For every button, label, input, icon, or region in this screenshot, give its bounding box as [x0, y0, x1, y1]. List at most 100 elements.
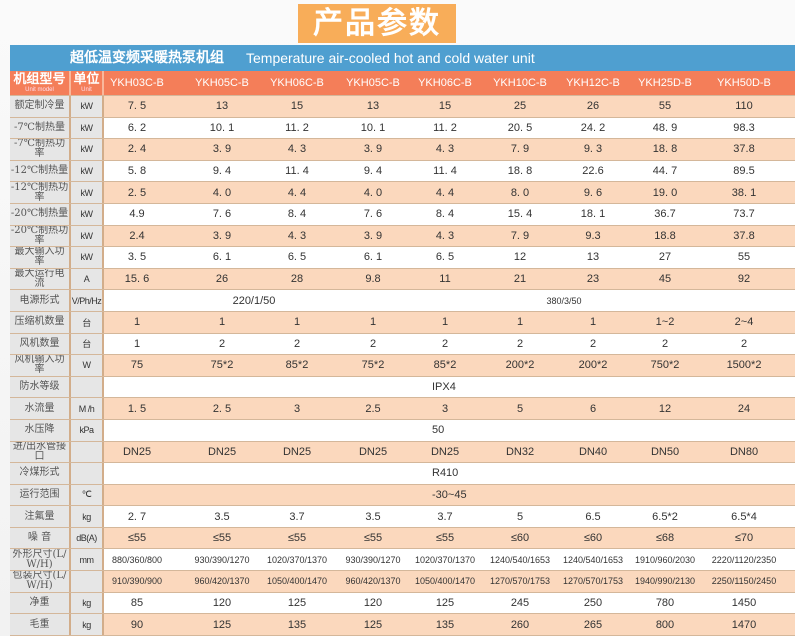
value-cell: 15. 4	[507, 208, 533, 221]
model-column-header: YKH06C-B	[270, 77, 324, 89]
value-cell: 2	[441, 337, 449, 350]
value-cell: 5	[516, 402, 524, 415]
value-cell: DN25	[207, 445, 237, 458]
value-cell: 1020/370/1370	[266, 554, 328, 565]
value-cell: 1500*2	[726, 359, 762, 372]
value-cell-span: IPX4	[432, 381, 456, 394]
value-cell: 6	[589, 402, 597, 415]
model-column-header: YKH10C-B	[493, 77, 547, 89]
row-data: 85 120 125 120 125 245 250 780 1450	[104, 592, 795, 614]
row-label: 水压降	[10, 419, 71, 441]
value-cell: 120	[363, 596, 383, 609]
value-cell: 18. 8	[507, 165, 533, 178]
value-cell: 9. 3	[583, 143, 603, 156]
value-cell: 125	[212, 618, 232, 631]
value-cell: 98.3	[733, 121, 755, 134]
table-row: -20℃制热量 kW 4.9 7. 6 8. 4 7. 6 8. 4 15. 4 18. 1 36…	[10, 203, 795, 226]
row-data: 1. 5 2. 5 3 2.5 3 5 6 12 24	[104, 398, 795, 419]
table-row: 水流量 M /h 1. 5 2. 5 3 2.5 3 5 6 12 24	[10, 398, 795, 420]
value-cell: 21	[513, 273, 527, 286]
value-cell: 880/360/800	[111, 554, 163, 565]
value-cell: 910/390/900	[111, 576, 163, 587]
value-cell: 85*2	[433, 359, 457, 372]
value-cell: 8. 0	[510, 186, 530, 199]
value-cell: 73.7	[733, 208, 755, 221]
row-data: R410	[104, 463, 795, 484]
row-unit: 台	[71, 333, 104, 355]
model-header-cn: 机组型号	[13, 72, 66, 87]
row-data: IPX4	[104, 376, 795, 398]
value-cell: 1	[293, 316, 301, 329]
value-cell: 1050/400/1470	[414, 576, 476, 587]
value-cell: 2	[369, 337, 377, 350]
table-row: 风机输入功率 W 75 75*2 85*2 75*2 85*2 200*2 200*2 750*2…	[10, 355, 795, 377]
table-row: 最大运行电流 A 15. 6 26 28 9.8 11 21 23 45 92	[10, 268, 795, 291]
value-cell: 4.9	[129, 208, 145, 221]
value-cell: 1910/960/2030	[634, 554, 696, 565]
value-cell: 11. 2	[433, 121, 457, 134]
value-cell: 380/3/50	[546, 295, 582, 306]
value-cell: 26	[215, 273, 229, 286]
value-cell: 75*2	[210, 359, 234, 372]
table-row: 电源形式 V/Ph/Hz 220/1/50 380/3/50	[10, 290, 795, 312]
value-cell: DN80	[729, 445, 759, 458]
value-cell: 2.4	[129, 229, 145, 242]
value-cell: 18.8	[654, 229, 676, 242]
value-cell: 4. 4	[435, 186, 455, 199]
value-cell: 1~2	[655, 316, 675, 329]
row-label: 噪 音	[10, 527, 71, 549]
value-cell: 3	[293, 402, 301, 415]
row-label: 风机数量	[10, 333, 71, 355]
value-cell: 135	[435, 618, 455, 631]
value-cell: ≤55	[435, 532, 455, 545]
row-unit: kW	[71, 225, 104, 247]
value-cell: 20. 5	[507, 121, 533, 134]
value-cell: 125	[363, 618, 383, 631]
value-cell: 110	[735, 100, 753, 113]
row-data: 880/360/800 930/390/1270 1020/370/1370 930/…	[104, 549, 795, 571]
table-row: -7℃制热量 kW 6. 2 10. 1 11. 2 10. 1 11. 2 20. 5 24.…	[10, 117, 795, 140]
value-cell: 2250/1150/2450	[711, 576, 777, 587]
value-cell: 11	[439, 273, 451, 286]
section-badge: 产品参数	[298, 4, 456, 43]
title-en: Temperature air-cooled hot and cold wate…	[246, 50, 535, 66]
header-row: 机组型号 Unit model 单位 Unit YKH03C-B YKH05C-B…	[10, 71, 795, 96]
row-label: 最大输入功率	[10, 247, 71, 268]
row-unit	[71, 463, 104, 484]
value-cell: 6.5*2	[652, 510, 678, 523]
row-label: 水流量	[10, 398, 71, 419]
row-unit: W	[71, 355, 104, 376]
row-unit	[71, 441, 104, 463]
table-row: 额定制冷量 kW 7. 5 13 15 13 15 25 26 55 110	[10, 96, 795, 118]
value-cell: 26	[586, 100, 600, 113]
value-cell: 12	[658, 402, 672, 415]
row-label: 电源形式	[10, 290, 71, 311]
row-unit: dB(A)	[71, 527, 104, 549]
value-cell: DN32	[505, 445, 535, 458]
table-row: 冷煤形式 R410	[10, 463, 795, 485]
value-cell: 24. 2	[580, 121, 606, 134]
value-cell: 18. 8	[652, 143, 678, 156]
row-label: 外形尺寸(L/W/H)	[10, 549, 71, 571]
row-label: 冷煤形式	[10, 463, 71, 484]
value-cell: 3. 5	[127, 251, 147, 264]
value-cell: 6. 5	[287, 251, 307, 264]
row-label: 注氟量	[10, 506, 71, 527]
value-cell: 44. 7	[652, 165, 678, 178]
value-cell: 780	[655, 596, 675, 609]
value-cell: 37.8	[733, 143, 755, 156]
value-cell: 125	[435, 596, 455, 609]
row-unit: M /h	[71, 398, 104, 419]
value-cell: 7. 6	[363, 208, 383, 221]
value-cell: 3. 9	[212, 143, 232, 156]
row-unit: V/Ph/Hz	[71, 290, 104, 311]
value-cell: 25	[513, 100, 527, 113]
row-unit: kW	[71, 139, 104, 160]
value-cell: 1	[516, 316, 524, 329]
value-cell: DN25	[358, 445, 388, 458]
value-cell: 4. 3	[435, 229, 455, 242]
value-cell: ≤55	[363, 532, 383, 545]
row-data: 3. 5 6. 1 6. 5 6. 1 6. 5 12 13 27 55	[104, 247, 795, 268]
value-cell: 2. 4	[127, 143, 147, 156]
row-unit: kW	[71, 182, 104, 203]
